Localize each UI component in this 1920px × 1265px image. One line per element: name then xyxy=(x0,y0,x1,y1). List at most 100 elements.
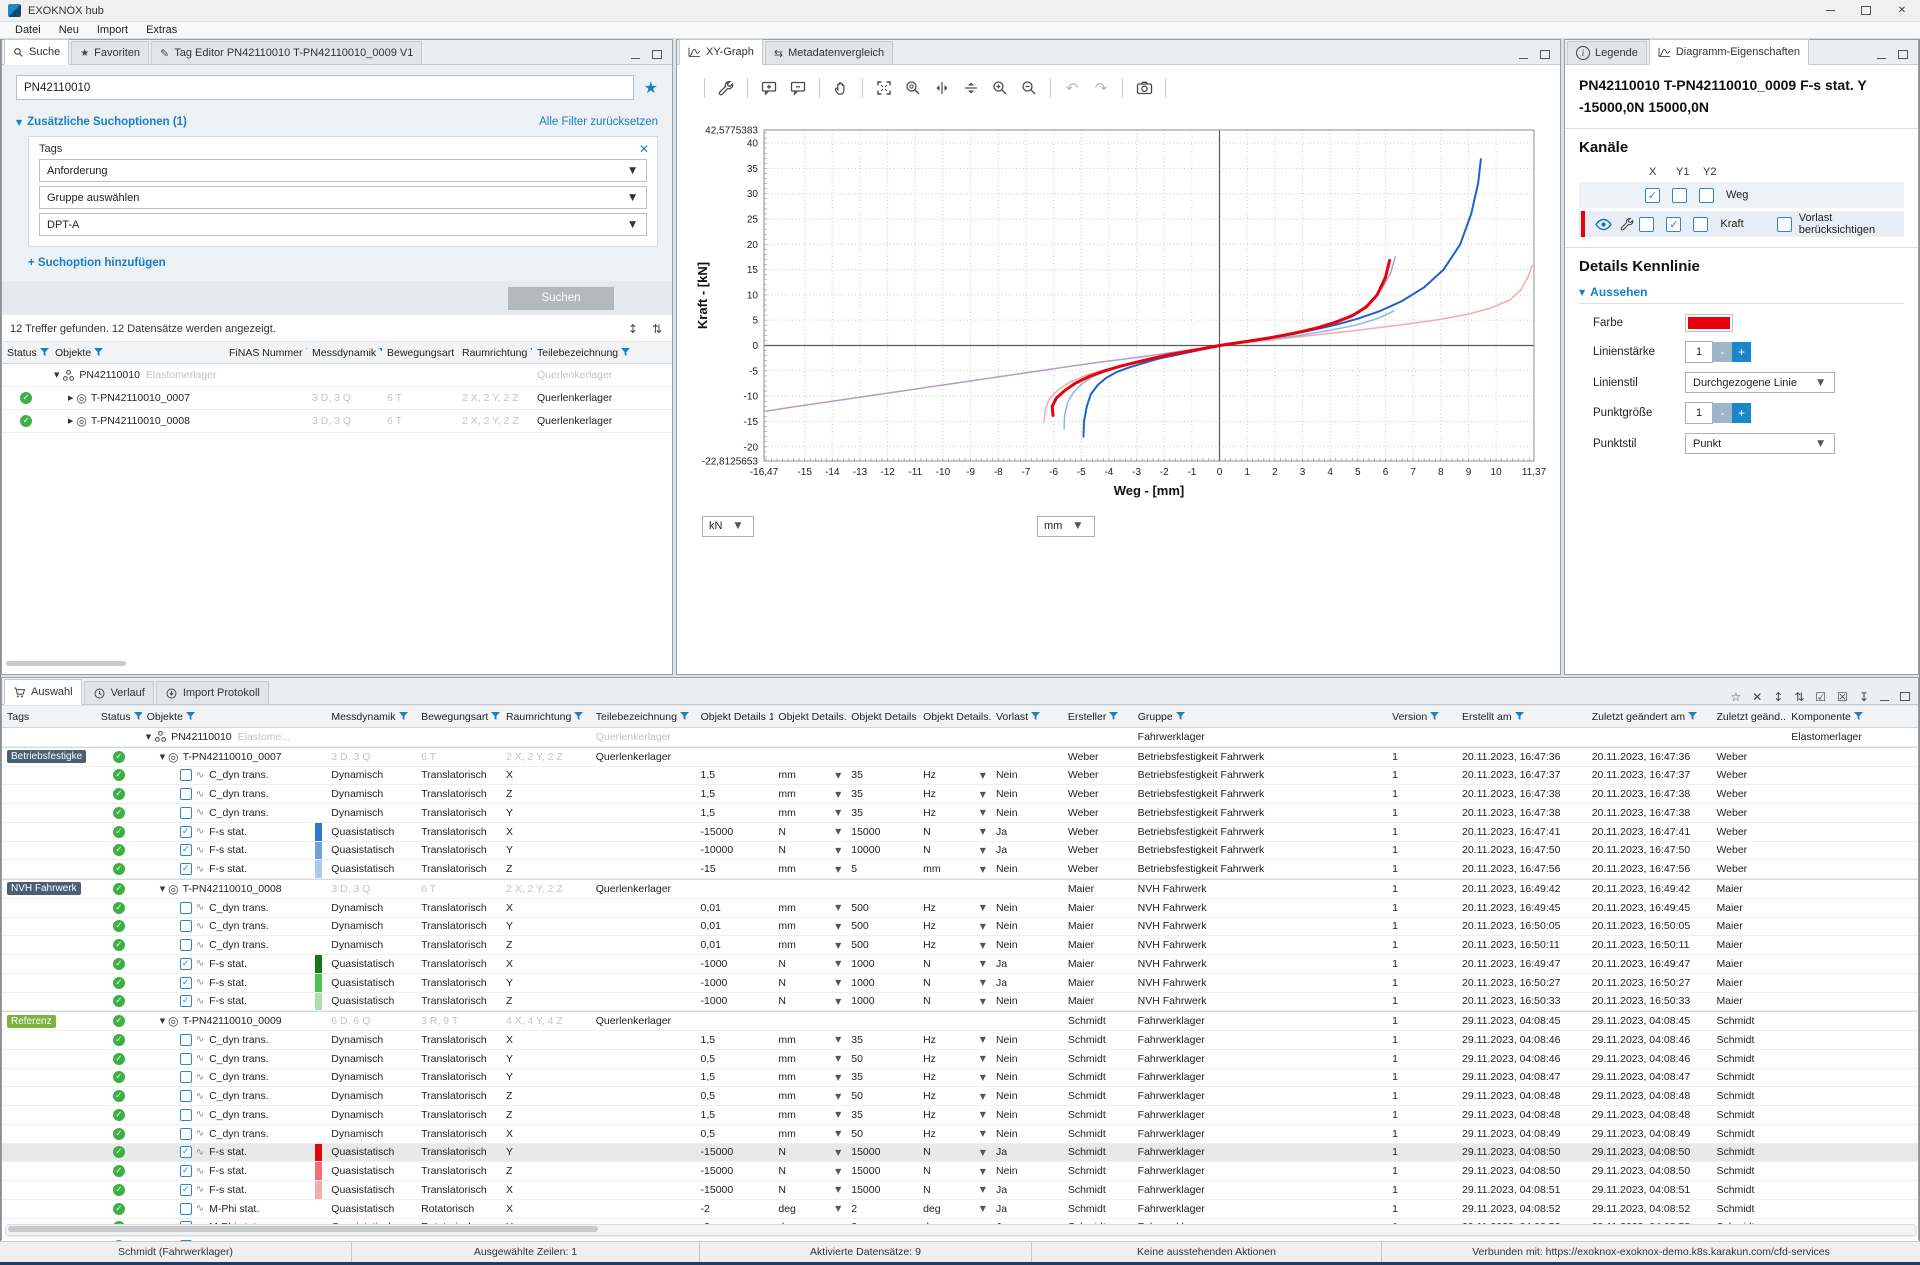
search-options-header[interactable]: Zusätzliche Suchoptionen (1) xyxy=(27,116,187,128)
unit-dropdown-caret[interactable]: ▼ xyxy=(980,846,989,855)
menu-datei[interactable]: Datei xyxy=(6,24,50,36)
row-checkbox[interactable] xyxy=(1672,188,1687,203)
column-header[interactable]: Messdynamik xyxy=(307,342,382,363)
table-row[interactable]: ✓∿C_dyn trans.DynamischTranslatorischX0,… xyxy=(2,899,1918,918)
table-row[interactable]: NVH Fahrwerk✓▼◎T-PN42110010_00083 D, 3 Q… xyxy=(2,879,1918,899)
unit-dropdown-caret[interactable]: ▼ xyxy=(835,1110,844,1119)
add-annotation-icon[interactable] xyxy=(756,76,782,101)
row-checkbox[interactable] xyxy=(180,1090,192,1102)
unit-dropdown-caret[interactable]: ▼ xyxy=(835,1035,844,1044)
unit-dropdown-caret[interactable]: ▼ xyxy=(980,771,989,780)
table-row[interactable]: ✓✓∿F-s stat.QuasistatischTranslatorischZ… xyxy=(2,860,1918,879)
filter-icon[interactable] xyxy=(574,712,583,721)
favorite-selection-icon[interactable]: ☆ xyxy=(1730,690,1741,704)
table-row[interactable]: ✓✓∿F-s stat.QuasistatischTranslatorischX… xyxy=(2,823,1918,842)
row-checkbox[interactable]: ✓ xyxy=(180,863,192,875)
x-unit-select[interactable]: mm▼ xyxy=(1037,516,1095,537)
collapse-all-icon[interactable]: ⇅ xyxy=(1794,690,1804,704)
table-row[interactable]: ✓∿C_dyn trans.DynamischTranslatorischZ0,… xyxy=(2,936,1918,955)
column-header[interactable]: Ersteller xyxy=(1063,706,1133,727)
export-icon[interactable]: ↧ xyxy=(1859,690,1869,704)
row-checkbox[interactable]: ✓ xyxy=(180,1165,192,1177)
row-checkbox[interactable] xyxy=(1699,188,1714,203)
unit-dropdown-caret[interactable]: ▼ xyxy=(980,1148,989,1157)
unit-dropdown-caret[interactable]: ▼ xyxy=(835,997,844,1006)
minimize-panel-icon[interactable] xyxy=(1519,46,1528,64)
add-search-option-link[interactable]: + Suchoption hinzufügen xyxy=(28,257,658,269)
expander-icon[interactable]: ▶ xyxy=(68,394,73,402)
unit-dropdown-caret[interactable]: ▼ xyxy=(980,903,989,912)
tag-dropdown-gruppe[interactable]: Gruppe auswählen▼ xyxy=(39,186,647,209)
unit-dropdown-caret[interactable]: ▼ xyxy=(835,1148,844,1157)
row-checkbox[interactable] xyxy=(180,1071,192,1083)
column-header[interactable]: Version xyxy=(1387,706,1457,727)
fit-to-view-icon[interactable] xyxy=(871,76,897,101)
unit-dropdown-caret[interactable]: ▼ xyxy=(980,1092,989,1101)
unit-dropdown-caret[interactable]: ▼ xyxy=(980,808,989,817)
visibility-eye-icon[interactable] xyxy=(1595,218,1612,231)
row-checkbox[interactable]: ✓ xyxy=(180,958,192,970)
tab-import-protokoll[interactable]: Import Protokoll xyxy=(156,681,269,704)
restore-panel-icon[interactable] xyxy=(1898,46,1908,64)
filter-icon[interactable] xyxy=(1688,712,1697,721)
minimize-panel-icon[interactable] xyxy=(1877,46,1886,64)
undo-icon[interactable]: ↶ xyxy=(1059,76,1085,101)
unit-dropdown-caret[interactable]: ▼ xyxy=(980,1110,989,1119)
row-checkbox[interactable]: ✓ xyxy=(180,844,192,856)
row-checkbox[interactable] xyxy=(1693,217,1708,232)
tab-suche[interactable]: Suche xyxy=(4,39,69,65)
filter-icon[interactable] xyxy=(94,348,103,357)
remove-filter-icon[interactable]: ✕ xyxy=(639,142,649,156)
column-header[interactable]: Tags xyxy=(2,706,96,727)
column-header[interactable]: Komponente xyxy=(1786,706,1918,727)
column-header[interactable]: Raumrichtung xyxy=(457,342,532,363)
unit-dropdown-caret[interactable]: ▼ xyxy=(835,941,844,950)
column-header[interactable]: Objekt Details... xyxy=(773,706,846,727)
row-checkbox[interactable] xyxy=(180,902,192,914)
unit-dropdown-caret[interactable]: ▼ xyxy=(835,1129,844,1138)
row-checkbox[interactable] xyxy=(180,807,192,819)
menu-extras[interactable]: Extras xyxy=(137,24,186,36)
unit-dropdown-caret[interactable]: ▼ xyxy=(980,1167,989,1176)
tab-metadatenvergleich[interactable]: ⇆ Metadatenvergleich xyxy=(765,41,893,64)
tab-diagramm-eigenschaften[interactable]: Diagramm-Eigenschaften xyxy=(1649,39,1809,65)
unit-dropdown-caret[interactable]: ▼ xyxy=(835,827,844,836)
table-row[interactable]: ✓∿M-Phi stat.QuasistatischRotatorischX-2… xyxy=(2,1200,1918,1219)
row-checkbox[interactable]: ✓ xyxy=(180,995,192,1007)
unit-dropdown-caret[interactable]: ▼ xyxy=(980,959,989,968)
expander-icon[interactable]: ▼ xyxy=(54,371,59,379)
unit-dropdown-caret[interactable]: ▼ xyxy=(835,922,844,931)
table-row[interactable]: ✓∿C_dyn trans.DynamischTranslatorischY0,… xyxy=(2,918,1918,937)
column-header[interactable]: Messdynamik xyxy=(326,706,416,727)
expander-icon[interactable]: ▼ xyxy=(160,753,165,761)
unit-dropdown-caret[interactable]: ▼ xyxy=(835,1167,844,1176)
filter-icon[interactable] xyxy=(491,712,500,721)
horizontal-scrollbar[interactable] xyxy=(5,1224,1917,1236)
minimize-panel-icon[interactable] xyxy=(1880,690,1889,704)
row-checkbox[interactable] xyxy=(180,1053,192,1065)
point-size-decrease-button[interactable]: - xyxy=(1713,403,1732,423)
unit-dropdown-caret[interactable]: ▼ xyxy=(980,865,989,874)
unit-dropdown-caret[interactable]: ▼ xyxy=(835,808,844,817)
table-row[interactable]: ✓▶◎T-PN42110010_00083 D, 3 Q6 T2 X, 2 Y,… xyxy=(2,410,672,433)
table-row[interactable]: ✓✓∿F-s stat.QuasistatischTranslatorischZ… xyxy=(2,1162,1918,1181)
tab-favoriten[interactable]: ★ Favoriten xyxy=(71,41,149,64)
filter-icon[interactable] xyxy=(1176,712,1185,721)
search-input[interactable] xyxy=(16,75,634,100)
table-row[interactable]: ✓∿C_dyn trans.DynamischTranslatorischZ0,… xyxy=(2,1087,1918,1106)
column-header[interactable]: Objekte xyxy=(142,706,327,727)
pan-hand-icon[interactable] xyxy=(828,76,854,101)
unit-dropdown-caret[interactable]: ▼ xyxy=(835,846,844,855)
row-checkbox[interactable] xyxy=(1639,217,1654,232)
table-row[interactable]: ✓✓∿F-s stat.QuasistatischTranslatorischX… xyxy=(2,955,1918,974)
channel-settings-icon[interactable] xyxy=(1620,217,1634,231)
tab-verlauf[interactable]: Verlauf xyxy=(84,681,154,704)
column-header[interactable]: Teilebezeichnung xyxy=(532,342,672,363)
chart-settings-wrench-icon[interactable] xyxy=(713,76,739,101)
expand-all-icon[interactable]: ↕ xyxy=(628,322,638,336)
expander-icon[interactable]: ▼ xyxy=(160,1017,165,1025)
close-window-button[interactable]: ✕ xyxy=(1884,0,1920,22)
unit-dropdown-caret[interactable]: ▼ xyxy=(835,1204,844,1213)
unit-dropdown-caret[interactable]: ▼ xyxy=(835,1185,844,1194)
zoom-region-icon[interactable] xyxy=(900,76,926,101)
